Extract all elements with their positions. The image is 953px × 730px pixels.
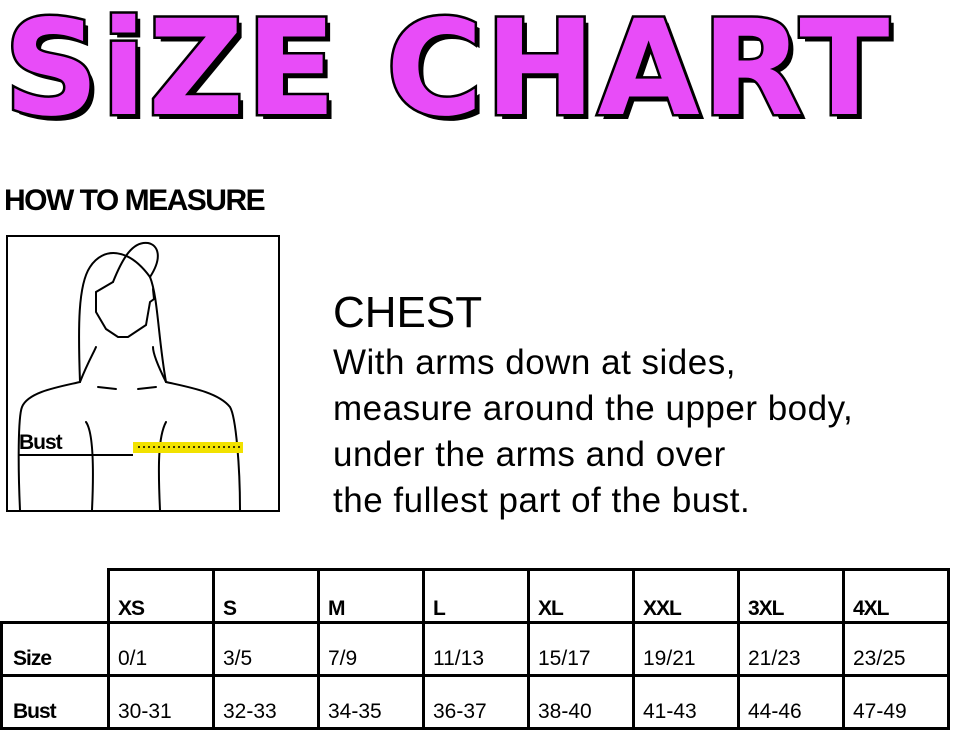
column-header: M [317,568,425,624]
column-header: 4XL [842,568,950,624]
table-cell: 34-35 [317,674,425,730]
page-title: SiZE CHART [1,0,892,149]
row-label: Size [0,621,110,677]
row-label: Bust [0,674,110,730]
instruction-line: measure around the upper body, [333,389,854,428]
table-cell: 44-46 [737,674,845,730]
table-cell: 11/13 [422,621,530,677]
table-cell: 0/1 [107,621,215,677]
table-header-row: XS S M L XL XXL 3XL 4XL [1,568,950,624]
column-header: XXL [632,568,740,624]
chest-heading: CHEST [333,288,483,337]
table-cell: 47-49 [842,674,950,730]
table-cell: 7/9 [317,621,425,677]
bust-label: Bust [19,431,63,454]
table-cell: 32-33 [212,674,320,730]
column-header: XS [107,568,215,624]
woman-outline-illustration: Bust [17,241,243,511]
table-cell: 38-40 [527,674,635,730]
instruction-line: With arms down at sides, [333,343,736,382]
empty-corner-cell [1,569,109,624]
table-cell: 15/17 [527,621,635,677]
measurement-figure: Bust [6,235,280,512]
size-table: XS S M L XL XXL 3XL 4XL Size 0/1 3/5 7/9… [0,568,950,730]
table-cell: 19/21 [632,621,740,677]
column-header: L [422,568,530,624]
table-cell: 41-43 [632,674,740,730]
table-cell: 23/25 [842,621,950,677]
table-cell: 21/23 [737,621,845,677]
how-to-measure-heading: HOW TO MEASURE [4,184,266,217]
table-row: Bust 30-31 32-33 34-35 36-37 38-40 41-43… [0,674,950,730]
instruction-line: the fullest part of the bust. [333,481,751,520]
chest-instructions: With arms down at sides, measure around … [333,340,853,524]
table-cell: 36-37 [422,674,530,730]
column-header: 3XL [737,568,845,624]
table-cell: 30-31 [107,674,215,730]
table-row: Size 0/1 3/5 7/9 11/13 15/17 19/21 21/23… [0,621,950,677]
table-cell: 3/5 [212,621,320,677]
column-header: S [212,568,320,624]
instruction-line: under the arms and over [333,435,726,474]
column-header: XL [527,568,635,624]
